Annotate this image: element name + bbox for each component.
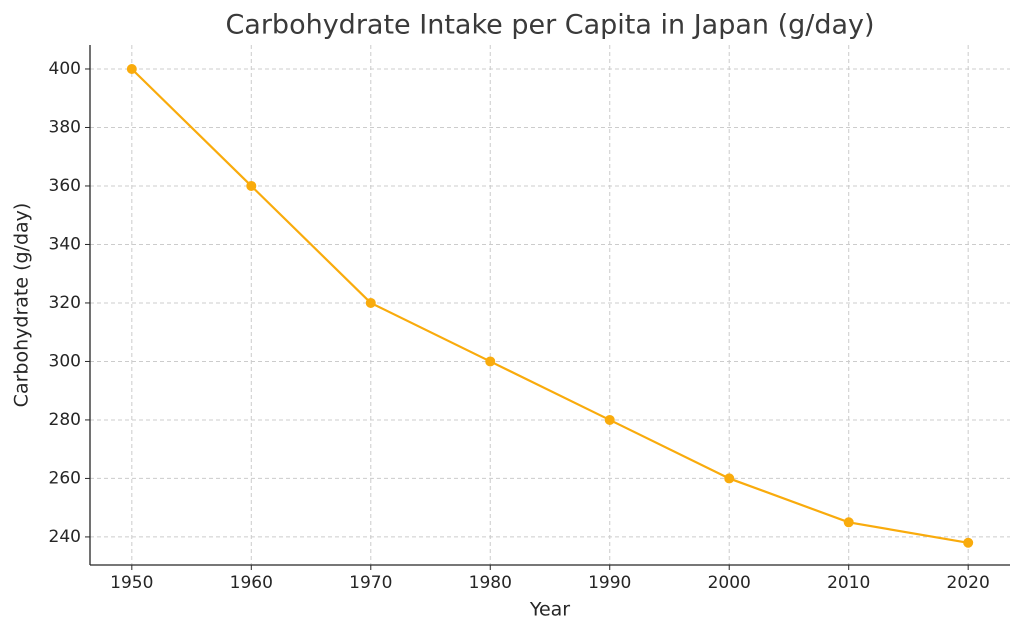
x-tick-label: 1960 — [230, 573, 273, 593]
y-tick-label: 240 — [49, 527, 81, 547]
y-tick-label: 300 — [49, 351, 81, 371]
x-tick-label: 1950 — [110, 573, 153, 593]
y-axis-label: Carbohydrate (g/day) — [11, 203, 33, 408]
x-tick-label: 1990 — [588, 573, 631, 593]
data-line — [131, 68, 969, 544]
x-tick-label: 2010 — [827, 573, 870, 593]
y-tick-label: 260 — [49, 468, 81, 488]
y-tick-label: 280 — [49, 410, 81, 430]
y-tick-label: 380 — [49, 117, 81, 137]
x-tick-label: 1980 — [469, 573, 512, 593]
x-tick-label: 2000 — [708, 573, 751, 593]
x-tick-label: 2020 — [947, 573, 990, 593]
x-tick-label: 1970 — [349, 573, 392, 593]
data-point — [724, 473, 735, 484]
data-point — [963, 537, 974, 548]
data-point — [126, 63, 137, 74]
data-point — [365, 297, 376, 308]
x-axis-label: Year — [529, 599, 570, 621]
y-tick-label: 360 — [49, 176, 81, 196]
data-point — [485, 356, 496, 367]
data-point — [843, 517, 854, 528]
data-point — [604, 414, 615, 425]
y-tick-label: 400 — [49, 59, 81, 79]
chart-title: Carbohydrate Intake per Capita in Japan … — [225, 10, 874, 41]
y-tick-label: 320 — [49, 293, 81, 313]
y-tick-label: 340 — [49, 234, 81, 254]
data-point — [246, 180, 257, 191]
